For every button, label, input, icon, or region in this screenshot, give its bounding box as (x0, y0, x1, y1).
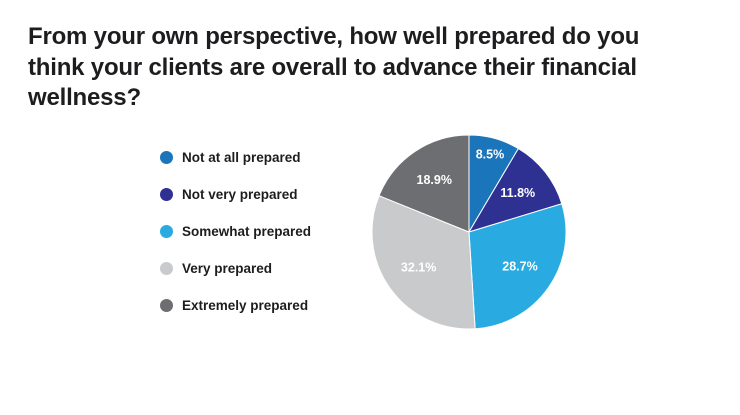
legend-label: Very prepared (182, 261, 273, 277)
legend-swatch-icon (160, 262, 173, 276)
legend-label: Not at all prepared (182, 150, 301, 166)
chart-area: Not at all prepared Not very prepared So… (160, 128, 740, 335)
legend-item: Extremely prepared (160, 298, 311, 313)
pie-slice-label: 11.8% (500, 186, 535, 200)
legend-item: Very prepared (160, 261, 311, 276)
pie-chart: 8.5% 11.8% 28.7% 32.1% 18.9% (371, 134, 567, 330)
legend-label: Somewhat prepared (182, 224, 312, 240)
pie-slice-2 (468, 202, 567, 329)
legend-item: Not at all prepared (160, 150, 311, 165)
pie-slice-label: 18.9% (417, 173, 452, 187)
pie-slice-1 (467, 147, 563, 233)
legend-item: Not very prepared (160, 187, 311, 202)
legend-swatch-icon (160, 225, 173, 239)
legend-label: Extremely prepared (182, 298, 309, 314)
pie-slice-label: 8.5% (476, 147, 505, 161)
legend-swatch-icon (160, 188, 173, 202)
chart-legend: Not at all prepared Not very prepared So… (160, 128, 311, 335)
legend-label: Not very prepared (182, 187, 298, 203)
chart-title: From your own perspective, how well prep… (28, 23, 640, 112)
legend-item: Somewhat prepared (160, 224, 311, 239)
pie-slice-label: 28.7% (502, 259, 537, 273)
pie-slice-label: 32.1% (401, 260, 436, 274)
pie-slice-4 (378, 134, 470, 233)
pie-slice-3 (371, 194, 476, 330)
legend-swatch-icon (160, 299, 173, 313)
legend-swatch-icon (160, 151, 173, 165)
